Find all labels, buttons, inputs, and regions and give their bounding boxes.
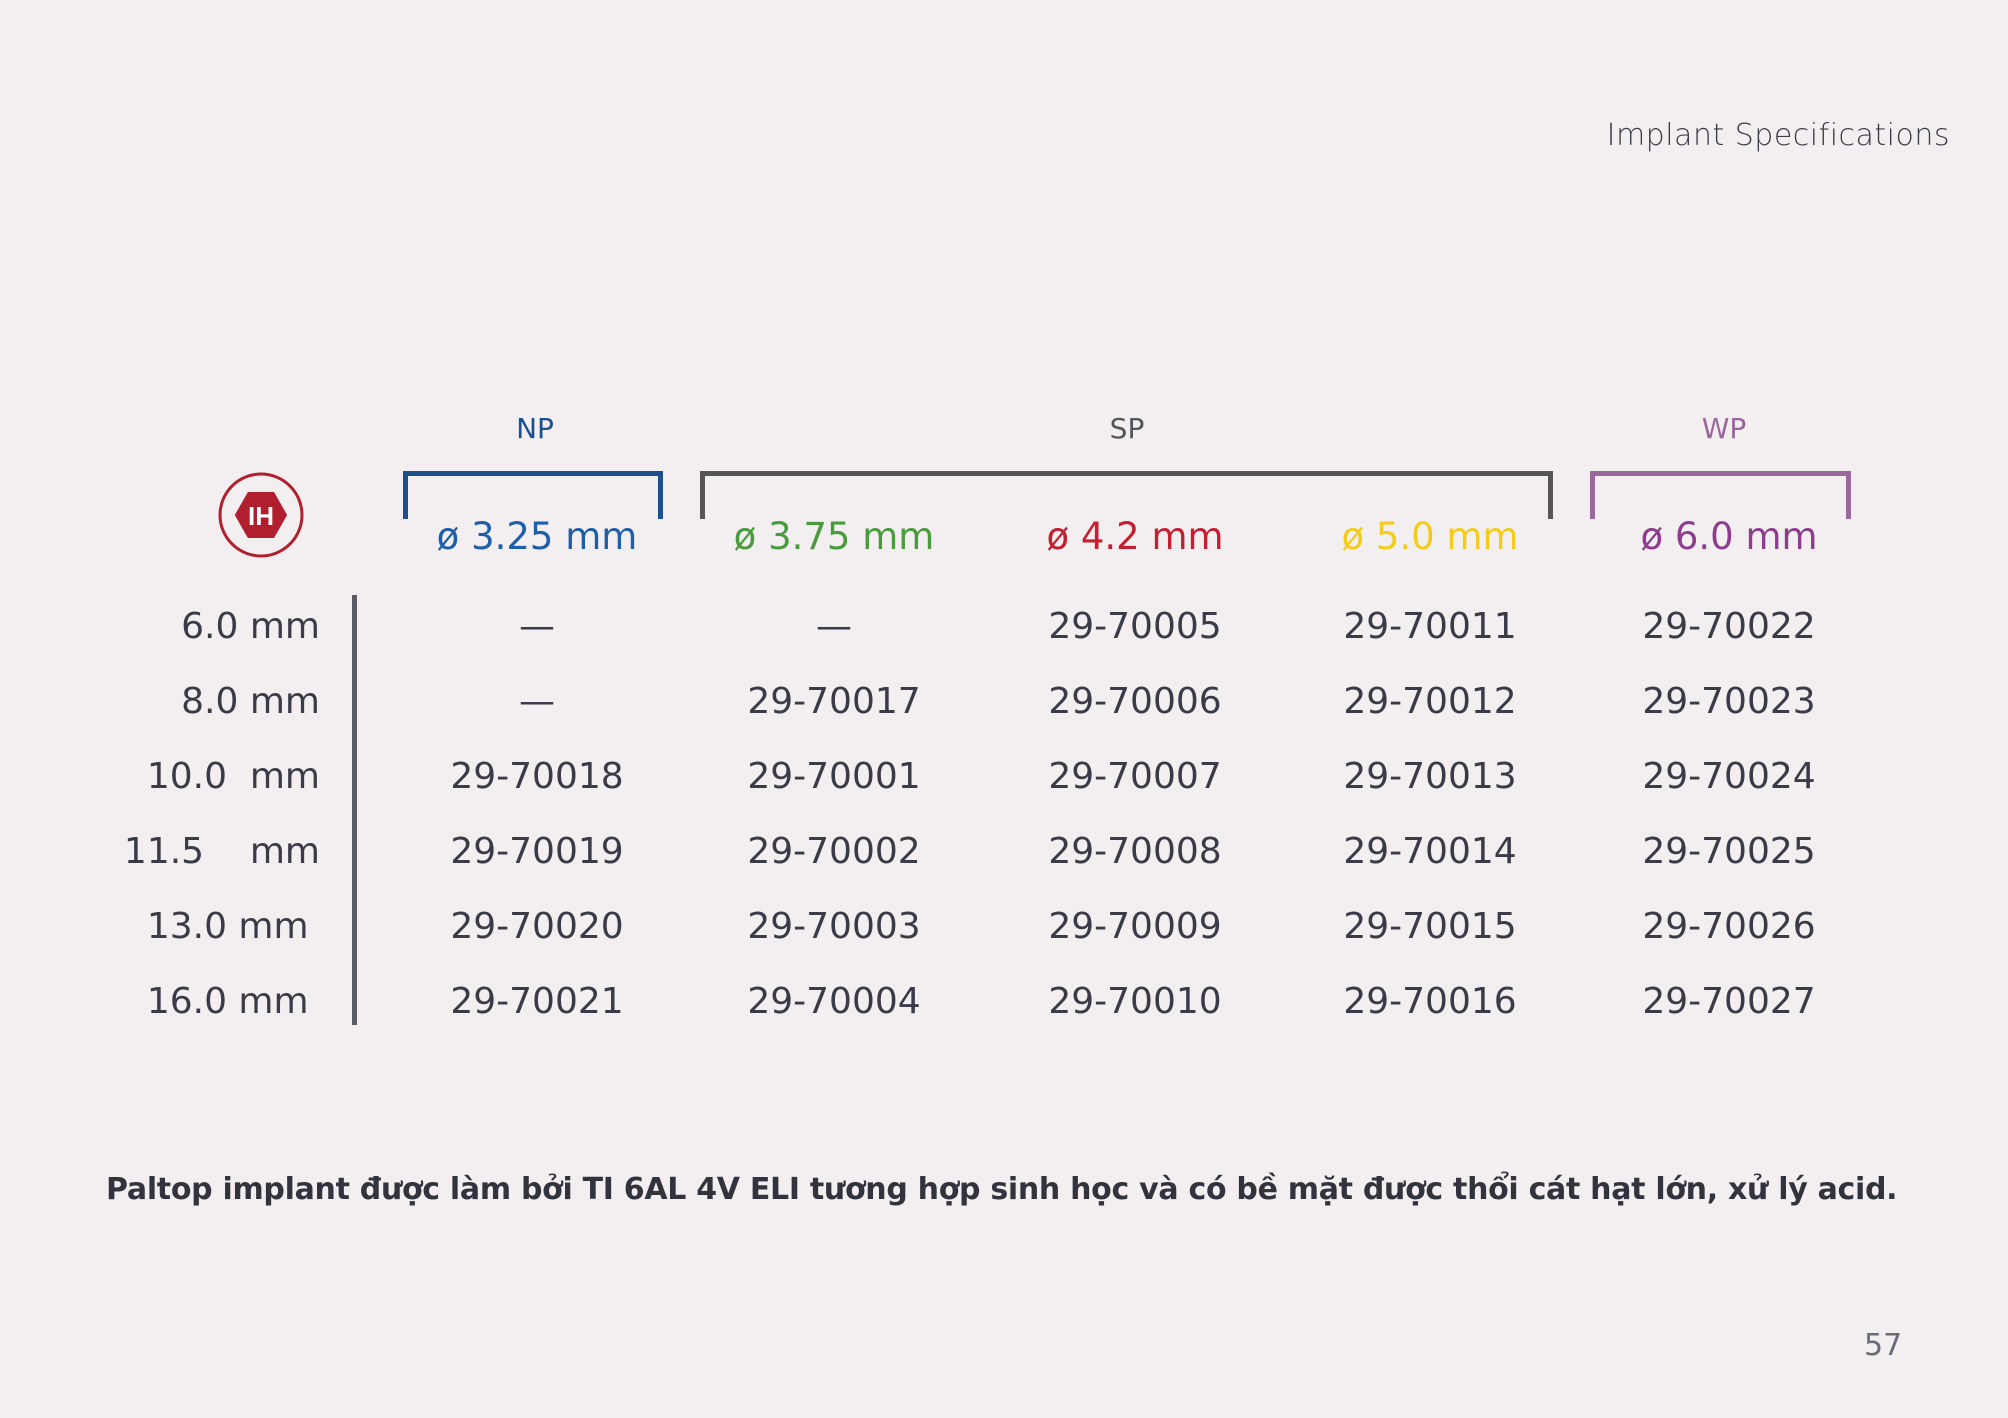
table-cell-part-number: 29-70013 <box>1343 756 1517 797</box>
table-cell-part-number: 29-70026 <box>1642 906 1816 947</box>
table-cell-part-number: — <box>519 681 555 722</box>
table-cell-part-number: 29-70022 <box>1642 606 1816 647</box>
table-cell-part-number: 29-70019 <box>450 831 624 872</box>
group-label-np: NP <box>516 412 554 445</box>
internal-hex-logo: IH <box>218 472 304 558</box>
page-number: 57 <box>1864 1328 1903 1363</box>
diameter-label: ø 3.25 mm <box>436 515 638 558</box>
table-cell-part-number: 29-70010 <box>1048 981 1222 1022</box>
table-cell-part-number: 29-70016 <box>1343 981 1517 1022</box>
diameter-label: ø 4.2 mm <box>1046 515 1224 558</box>
row-length-label: 10.0 mm <box>146 756 320 797</box>
table-cell-part-number: 29-70024 <box>1642 756 1816 797</box>
table-cell-part-number: 29-70009 <box>1048 906 1222 947</box>
svg-text:IH: IH <box>248 501 274 531</box>
table-cell-part-number: 29-70014 <box>1343 831 1517 872</box>
group-label-wp: WP <box>1701 412 1747 445</box>
table-cell-part-number: 29-70008 <box>1048 831 1222 872</box>
sp-bracket <box>700 471 1553 519</box>
diameter-label: ø 5.0 mm <box>1341 515 1519 558</box>
table-cell-part-number: 29-70004 <box>747 981 921 1022</box>
footer-note: Paltop implant được làm bởi TI 6AL 4V EL… <box>106 1172 1898 1207</box>
table-cell-part-number: 29-70001 <box>747 756 921 797</box>
table-cell-part-number: 29-70011 <box>1343 606 1517 647</box>
row-divider-line <box>352 595 357 1025</box>
table-cell-part-number: 29-70021 <box>450 981 624 1022</box>
table-cell-part-number: 29-70018 <box>450 756 624 797</box>
row-length-label: 13.0 mm <box>146 906 320 947</box>
table-cell-part-number: 29-70020 <box>450 906 624 947</box>
table-cell-part-number: 29-70003 <box>747 906 921 947</box>
table-cell-part-number: 29-70006 <box>1048 681 1222 722</box>
table-cell-part-number: — <box>519 606 555 647</box>
table-cell-part-number: 29-70025 <box>1642 831 1816 872</box>
row-length-label: 11.5 mm <box>123 831 320 872</box>
diameter-label: ø 3.75 mm <box>733 515 935 558</box>
table-cell-part-number: 29-70012 <box>1343 681 1517 722</box>
table-cell-part-number: 29-70027 <box>1642 981 1816 1022</box>
np-bracket <box>403 471 663 519</box>
row-length-label: 8.0 mm <box>181 681 320 722</box>
group-label-sp: SP <box>1109 412 1145 445</box>
table-cell-part-number: 29-70023 <box>1642 681 1816 722</box>
table-cell-part-number: 29-70017 <box>747 681 921 722</box>
row-length-label: 16.0 mm <box>146 981 320 1022</box>
table-cell-part-number: — <box>816 606 852 647</box>
row-length-label: 6.0 mm <box>181 606 320 647</box>
page-header-title: Implant Specifications <box>1606 118 1950 153</box>
table-cell-part-number: 29-70002 <box>747 831 921 872</box>
diameter-label: ø 6.0 mm <box>1640 515 1818 558</box>
table-cell-part-number: 29-70005 <box>1048 606 1222 647</box>
wp-bracket <box>1590 471 1851 519</box>
table-cell-part-number: 29-70015 <box>1343 906 1517 947</box>
table-cell-part-number: 29-70007 <box>1048 756 1222 797</box>
